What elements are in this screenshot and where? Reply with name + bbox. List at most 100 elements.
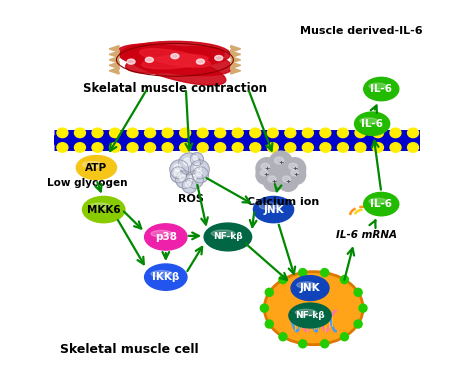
Ellipse shape	[320, 128, 331, 138]
Ellipse shape	[171, 54, 179, 59]
Ellipse shape	[82, 162, 102, 167]
Ellipse shape	[250, 128, 261, 138]
Ellipse shape	[232, 143, 243, 152]
Ellipse shape	[297, 282, 316, 288]
Ellipse shape	[260, 170, 268, 176]
Text: JNK: JNK	[263, 205, 284, 215]
Text: +: +	[285, 178, 291, 184]
Text: NF-kβ: NF-kβ	[295, 311, 325, 320]
Ellipse shape	[174, 164, 181, 171]
Text: IL-6 mRNA: IL-6 mRNA	[336, 230, 397, 240]
Ellipse shape	[215, 143, 226, 152]
Ellipse shape	[364, 77, 399, 101]
Ellipse shape	[299, 269, 307, 277]
Ellipse shape	[145, 143, 155, 152]
Ellipse shape	[250, 143, 261, 152]
Ellipse shape	[117, 44, 233, 76]
Ellipse shape	[340, 276, 348, 284]
Ellipse shape	[320, 143, 331, 152]
Text: +: +	[278, 160, 283, 165]
FancyArrow shape	[109, 67, 119, 74]
Ellipse shape	[76, 156, 117, 180]
Ellipse shape	[267, 143, 278, 152]
Ellipse shape	[355, 112, 390, 135]
Text: IKKβ: IKKβ	[152, 272, 180, 282]
Ellipse shape	[267, 128, 278, 138]
Text: NF-kβ: NF-kβ	[213, 233, 243, 241]
Ellipse shape	[259, 203, 280, 209]
Text: Skeletal muscle cell: Skeletal muscle cell	[60, 343, 199, 355]
Text: ATP: ATP	[85, 163, 108, 173]
Ellipse shape	[190, 153, 203, 166]
Ellipse shape	[265, 320, 273, 328]
FancyArrow shape	[231, 67, 241, 74]
Ellipse shape	[299, 340, 307, 348]
Text: p38: p38	[155, 232, 177, 242]
Ellipse shape	[171, 167, 187, 183]
Ellipse shape	[74, 128, 85, 138]
Ellipse shape	[254, 197, 293, 223]
Ellipse shape	[373, 128, 383, 138]
FancyArrow shape	[231, 46, 241, 52]
FancyArrow shape	[109, 57, 119, 63]
Ellipse shape	[162, 128, 173, 138]
Ellipse shape	[268, 176, 276, 182]
Ellipse shape	[190, 175, 196, 181]
Ellipse shape	[354, 288, 362, 296]
FancyArrow shape	[231, 51, 241, 58]
Ellipse shape	[320, 340, 328, 348]
Text: Skelatal muscle contraction: Skelatal muscle contraction	[83, 82, 267, 95]
Ellipse shape	[261, 163, 270, 170]
Ellipse shape	[256, 158, 278, 180]
Ellipse shape	[197, 128, 208, 138]
Ellipse shape	[274, 157, 284, 164]
Ellipse shape	[295, 309, 317, 315]
Ellipse shape	[176, 171, 193, 188]
Ellipse shape	[89, 203, 110, 209]
Ellipse shape	[265, 288, 273, 296]
Ellipse shape	[162, 143, 173, 152]
Ellipse shape	[302, 143, 313, 152]
Ellipse shape	[302, 128, 313, 138]
Ellipse shape	[127, 128, 138, 138]
Ellipse shape	[180, 175, 186, 181]
Ellipse shape	[126, 46, 224, 73]
Text: JNK: JNK	[300, 283, 320, 293]
Ellipse shape	[142, 54, 208, 69]
Ellipse shape	[369, 83, 386, 89]
Ellipse shape	[215, 56, 223, 61]
Ellipse shape	[109, 128, 120, 138]
Text: MKK6: MKK6	[87, 205, 120, 215]
Ellipse shape	[360, 118, 377, 124]
Ellipse shape	[119, 41, 230, 67]
Ellipse shape	[57, 143, 68, 152]
Ellipse shape	[127, 59, 135, 64]
Ellipse shape	[283, 176, 291, 182]
Text: +: +	[271, 178, 276, 184]
Ellipse shape	[287, 165, 306, 184]
Ellipse shape	[197, 143, 208, 152]
Ellipse shape	[337, 143, 348, 152]
FancyArrow shape	[109, 62, 119, 68]
Ellipse shape	[57, 128, 68, 138]
FancyArrow shape	[231, 62, 241, 68]
Ellipse shape	[390, 128, 401, 138]
Ellipse shape	[260, 304, 268, 312]
Ellipse shape	[190, 160, 209, 179]
Ellipse shape	[369, 198, 386, 204]
Ellipse shape	[264, 272, 363, 345]
Ellipse shape	[145, 128, 155, 138]
Ellipse shape	[215, 128, 226, 138]
Ellipse shape	[256, 165, 275, 184]
Ellipse shape	[289, 303, 331, 328]
Ellipse shape	[145, 264, 187, 290]
Ellipse shape	[180, 143, 191, 152]
Ellipse shape	[289, 163, 298, 170]
Ellipse shape	[291, 170, 299, 176]
Ellipse shape	[285, 143, 296, 152]
Ellipse shape	[204, 223, 252, 251]
Ellipse shape	[92, 143, 103, 152]
Text: +: +	[263, 172, 268, 177]
Ellipse shape	[146, 57, 154, 63]
Ellipse shape	[408, 128, 419, 138]
